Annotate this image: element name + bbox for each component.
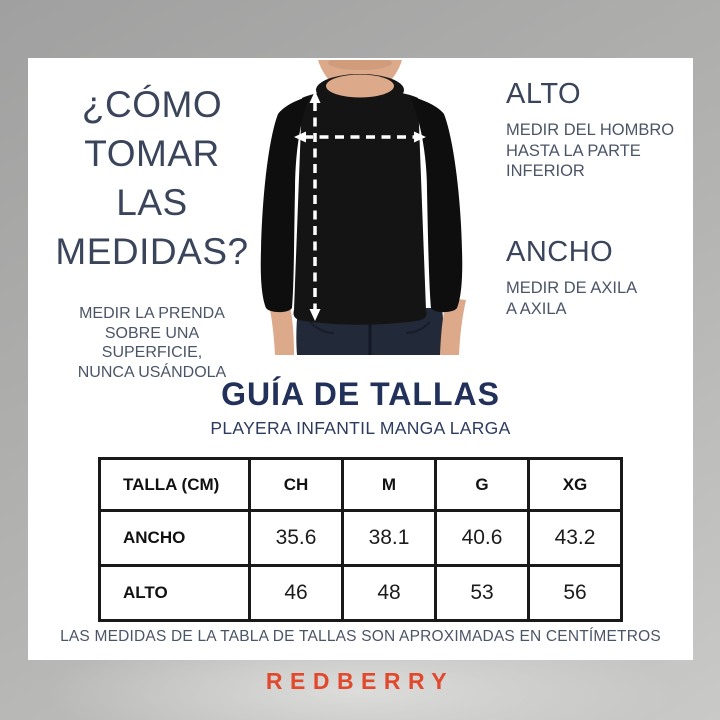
row-label: ALTO bbox=[98, 564, 251, 622]
alto-heading: ALTO bbox=[506, 78, 582, 110]
brand-logo: REDBERRY bbox=[265, 668, 455, 694]
alto-description-line: INFERIOR bbox=[506, 162, 585, 180]
measure-note-line: NUNCA USÁNDOLA bbox=[77, 363, 227, 381]
table-row-ancho: ANCHO 35.6 38.1 40.6 43.2 bbox=[98, 509, 623, 567]
content-card: ¿CÓMO TOMAR LAS MEDIDAS? MEDIR LA PRENDA… bbox=[28, 58, 693, 660]
size-table-header: M bbox=[341, 457, 437, 512]
table-cell: 53 bbox=[434, 564, 530, 622]
table-cell: 38.1 bbox=[341, 509, 437, 567]
page-title-line2: LAS MEDIDAS? bbox=[55, 182, 249, 272]
alto-description-line: MEDIR DEL HOMBRO bbox=[506, 121, 675, 139]
size-table-header: TALLA (CM) bbox=[98, 457, 251, 512]
ancho-measure-arrow bbox=[294, 131, 426, 143]
table-cell: 43.2 bbox=[527, 509, 623, 567]
ancho-definition: ANCHO MEDIR DE AXILA A AXILA bbox=[506, 236, 637, 319]
table-cell: 56 bbox=[527, 564, 623, 622]
size-table-header: G bbox=[434, 457, 530, 512]
table-cell: 46 bbox=[248, 564, 344, 622]
size-table-header: XG bbox=[527, 457, 623, 512]
long-sleeve-shirt bbox=[260, 74, 463, 325]
alto-description: MEDIR DEL HOMBRO HASTA LA PARTE INFERIOR bbox=[506, 120, 674, 182]
alto-description-line: HASTA LA PARTE bbox=[506, 141, 641, 160]
page-title: ¿CÓMO TOMAR LAS MEDIDAS? bbox=[28, 80, 276, 276]
measure-note-line: MEDIR LA PRENDA bbox=[79, 305, 225, 322]
how-to-measure-section: ¿CÓMO TOMAR LAS MEDIDAS? MEDIR LA PRENDA… bbox=[28, 80, 276, 382]
size-table-header-row: TALLA (CM) CH M G XG bbox=[98, 457, 623, 512]
table-cell: 48 bbox=[341, 564, 437, 622]
measure-note-line: SUPERFICIE, bbox=[101, 344, 203, 361]
size-table-footnote: LAS MEDIDAS DE LA TABLA DE TALLAS SON AP… bbox=[60, 628, 661, 645]
ancho-description-line: A AXILA bbox=[506, 299, 567, 318]
size-table: TALLA (CM) CH M G XG ANCHO 35.6 38.1 40.… bbox=[98, 457, 623, 622]
product-photo bbox=[260, 60, 466, 355]
measure-note: MEDIR LA PRENDA SOBRE UNA SUPERFICIE, NU… bbox=[28, 304, 276, 382]
model-left-hand bbox=[268, 298, 294, 355]
row-label: ANCHO bbox=[98, 509, 251, 567]
page-title-line1: ¿CÓMO TOMAR bbox=[81, 84, 223, 174]
alto-measure-arrow bbox=[309, 91, 321, 321]
model-right-hand bbox=[440, 298, 466, 355]
measure-note-line: SOBRE UNA bbox=[104, 324, 200, 342]
size-guide-title: GUÍA DE TALLAS bbox=[221, 376, 500, 412]
ancho-description: MEDIR DE AXILA A AXILA bbox=[506, 278, 637, 319]
table-cell: 35.6 bbox=[248, 509, 344, 567]
alto-definition: ALTO MEDIR DEL HOMBRO HASTA LA PARTE INF… bbox=[506, 78, 674, 182]
ancho-description-line: MEDIR DE AXILA bbox=[506, 279, 638, 297]
table-row-alto: ALTO 46 48 53 56 bbox=[98, 564, 623, 622]
ancho-heading: ANCHO bbox=[506, 236, 614, 268]
size-table-header: CH bbox=[248, 457, 344, 512]
size-guide-subtitle: PLAYERA INFANTIL MANGA LARGA bbox=[210, 418, 511, 438]
table-cell: 40.6 bbox=[434, 509, 530, 567]
